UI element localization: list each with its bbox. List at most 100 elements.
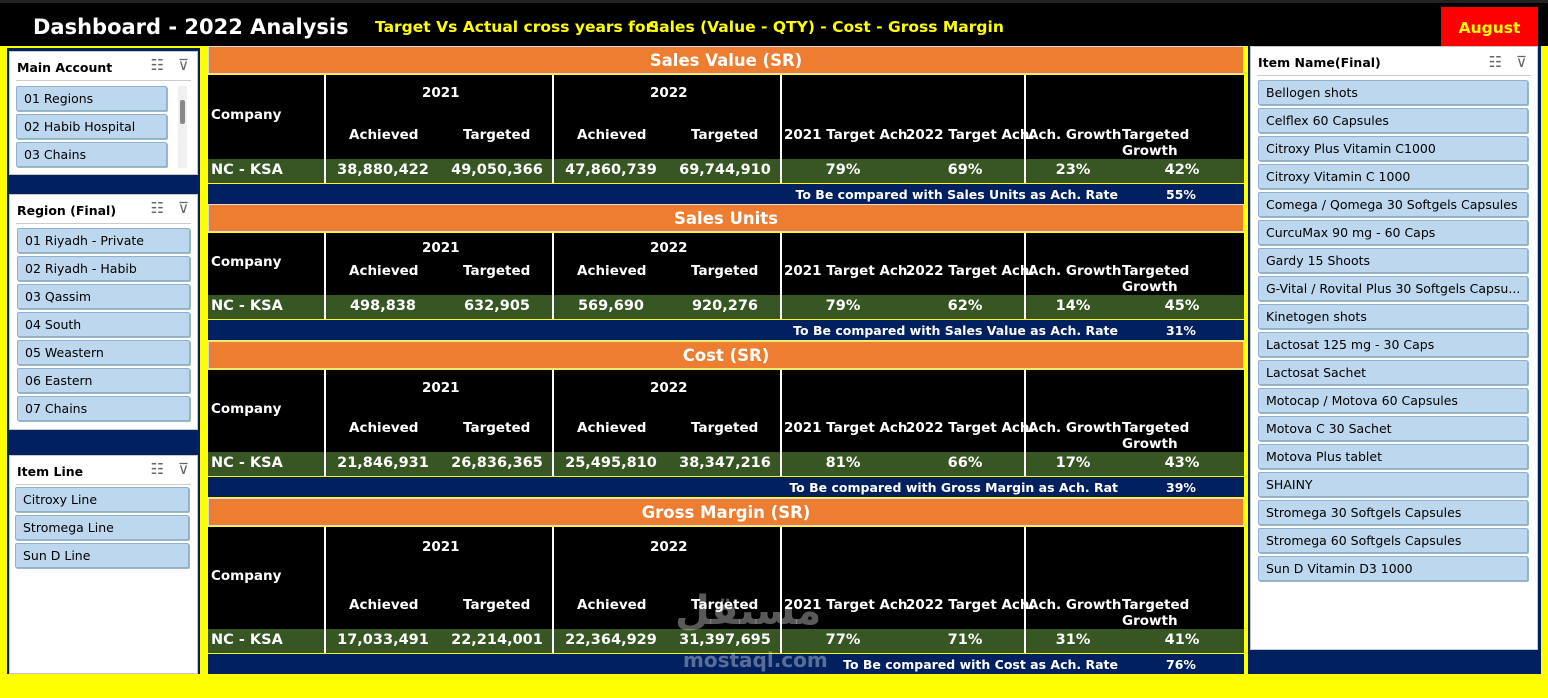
cell-ach-growth: 14%	[1055, 298, 1091, 314]
slicer-item[interactable]: G-Vital / Rovital Plus 30 Softgels Capsu…	[1258, 276, 1528, 301]
comparison-note: To Be compared with Cost as Ach. Rate 76%	[208, 654, 1244, 674]
cell-t2022: 920,276	[691, 298, 759, 314]
slicer-item[interactable]: Bellogen shots	[1258, 80, 1528, 105]
dashboard-title: Dashboard - 2022 Analysis	[33, 15, 349, 39]
cell-t2022: 31,397,695	[679, 632, 771, 648]
year-2022-header: 2022	[650, 539, 688, 555]
note-value: 55%	[1166, 187, 1196, 202]
ach-growth-header: Ach. Growth	[1028, 420, 1122, 436]
cell-t2021: 632,905	[463, 298, 531, 314]
cell-p2021: 79%	[825, 298, 861, 314]
slicer-item[interactable]: Stromega 30 Softgels Capsules	[1258, 500, 1528, 525]
region-slicer: Region (Final) ☷ ⊽ 01 Riyadh - Private 02…	[9, 194, 198, 430]
multi-select-icon[interactable]: ☷	[150, 56, 165, 74]
slicer-item[interactable]: Motova Plus tablet	[1258, 444, 1528, 469]
achieved-2021-header: Achieved	[349, 127, 419, 143]
achieved-2021-header: Achieved	[349, 597, 419, 613]
column-divider	[324, 629, 326, 653]
slicer-item[interactable]: 02 Riyadh - Habib	[17, 256, 190, 281]
cell-p2022: 69%	[947, 162, 983, 178]
slicer-item[interactable]: Sun D Line	[15, 543, 189, 568]
slicer-item[interactable]: Celflex 60 Capsules	[1258, 108, 1528, 133]
targeted-2022-header: Targeted	[691, 127, 759, 143]
table-header: Company 2021 2022 Achieved Targeted Achieved T…	[208, 527, 1244, 629]
multi-select-icon[interactable]: ☷	[150, 460, 165, 478]
column-divider	[552, 452, 554, 476]
year-2021-header: 2021	[422, 240, 460, 256]
slicer-item[interactable]: 02 Habib Hospital	[16, 114, 167, 139]
slicer-item[interactable]: Sun D Vitamin D3 1000	[1258, 556, 1528, 581]
cell-p2022: 66%	[947, 455, 983, 471]
cell-t2021: 26,836,365	[451, 455, 543, 471]
note-text: To Be compared with Gross Margin as Ach.…	[789, 480, 1118, 495]
slicer-item[interactable]: 01 Riyadh - Private	[17, 228, 190, 253]
slicer-item[interactable]: 05 Weastern	[17, 340, 190, 365]
slicer-title: Region (Final)	[17, 203, 117, 218]
cell-t2021: 49,050,366	[451, 162, 543, 178]
cell-p2021: 77%	[825, 632, 861, 648]
target-ach-2022-header: 2022 Target Ach.	[906, 597, 1035, 613]
column-divider	[552, 527, 554, 629]
data-row: NC - KSA 498,838 632,905 569,690 920,276 79% 6…	[208, 295, 1244, 319]
note-value: 39%	[1166, 480, 1196, 495]
slicer-item[interactable]: 07 Chains	[17, 396, 190, 421]
ach-growth-header: Ach. Growth	[1028, 127, 1122, 143]
targeted-2021-header: Targeted	[463, 420, 531, 436]
column-divider	[780, 159, 782, 183]
slicer-item[interactable]: 01 Regions	[16, 86, 167, 111]
column-divider	[324, 75, 326, 159]
column-divider	[1024, 629, 1026, 653]
slicer-item[interactable]: Lactosat Sachet	[1258, 360, 1528, 385]
comparison-note: To Be compared with Sales Units as Ach. …	[208, 184, 1244, 204]
slicer-item[interactable]: Gardy 15 Shoots	[1258, 248, 1528, 273]
targeted-growth-header: Targeted Growth	[1122, 597, 1190, 629]
clear-filter-icon[interactable]: ⊽	[1516, 53, 1527, 71]
cell-a2022: 25,495,810	[565, 455, 657, 471]
table-header: Company 2021 2022 Achieved Targeted Achieved T…	[208, 233, 1244, 295]
cell-company: NC - KSA	[211, 162, 283, 178]
slicer-item[interactable]: 03 Chains	[16, 142, 167, 167]
column-divider	[780, 295, 782, 319]
targeted-growth-header: Targeted Growth	[1122, 127, 1190, 159]
cell-a2022: 22,364,929	[565, 632, 657, 648]
note-value: 31%	[1166, 323, 1196, 338]
clear-filter-icon[interactable]: ⊽	[178, 56, 189, 74]
clear-filter-icon[interactable]: ⊽	[178, 199, 189, 217]
slicer-item[interactable]: Lactosat 125 mg - 30 Caps	[1258, 332, 1528, 357]
achieved-2021-header: Achieved	[349, 420, 419, 436]
slicer-item[interactable]: Stromega 60 Softgels Capsules	[1258, 528, 1528, 553]
slicer-title: Item Name(Final)	[1258, 55, 1381, 70]
slicer-item[interactable]: Citroxy Line	[15, 487, 189, 512]
data-row: NC - KSA 17,033,491 22,214,001 22,364,929 31…	[208, 629, 1244, 653]
slicer-item[interactable]: Motocap / Motova 60 Capsules	[1258, 388, 1528, 413]
data-row: NC - KSA 38,880,422 49,050,366 47,860,739 69…	[208, 159, 1244, 183]
slicer-item[interactable]: 06 Eastern	[17, 368, 190, 393]
cell-targeted-growth: 45%	[1164, 298, 1200, 314]
targeted-2021-header: Targeted	[463, 127, 531, 143]
cell-t2022: 69,744,910	[679, 162, 771, 178]
slicer-scrollbar[interactable]	[178, 86, 187, 168]
slicer-item[interactable]: 03 Qassim	[17, 284, 190, 309]
slicer-item[interactable]: CurcuMax 90 mg - 60 Caps	[1258, 220, 1528, 245]
multi-select-icon[interactable]: ☷	[150, 199, 165, 217]
achieved-2022-header: Achieved	[577, 263, 647, 279]
slicer-item[interactable]: 04 South	[17, 312, 190, 337]
target-ach-2022-header: 2022 Target Ach.	[906, 420, 1035, 436]
multi-select-icon[interactable]: ☷	[1488, 53, 1503, 71]
slicer-item[interactable]: SHAINY	[1258, 472, 1528, 497]
slicer-item[interactable]: Kinetogen shots	[1258, 304, 1528, 329]
slicer-item[interactable]: Motova C 30 Sachet	[1258, 416, 1528, 441]
clear-filter-icon[interactable]: ⊽	[178, 460, 189, 478]
note-text: To Be compared with Sales Value as Ach. …	[793, 323, 1118, 338]
slicer-item[interactable]: Citroxy Vitamin C 1000	[1258, 164, 1528, 189]
slicer-item[interactable]: Comega / Qomega 30 Softgels Capsules	[1258, 192, 1528, 217]
cell-company: NC - KSA	[211, 298, 283, 314]
slicer-item[interactable]: Citroxy Plus Vitamin C1000	[1258, 136, 1528, 161]
cell-ach-growth: 23%	[1055, 162, 1091, 178]
cell-company: NC - KSA	[211, 455, 283, 471]
targeted-growth-header: Targeted Growth	[1122, 420, 1190, 452]
section-title: Cost (SR)	[208, 341, 1244, 369]
slicer-item[interactable]: Stromega Line	[15, 515, 189, 540]
cell-p2022: 71%	[947, 632, 983, 648]
column-divider	[1024, 295, 1026, 319]
